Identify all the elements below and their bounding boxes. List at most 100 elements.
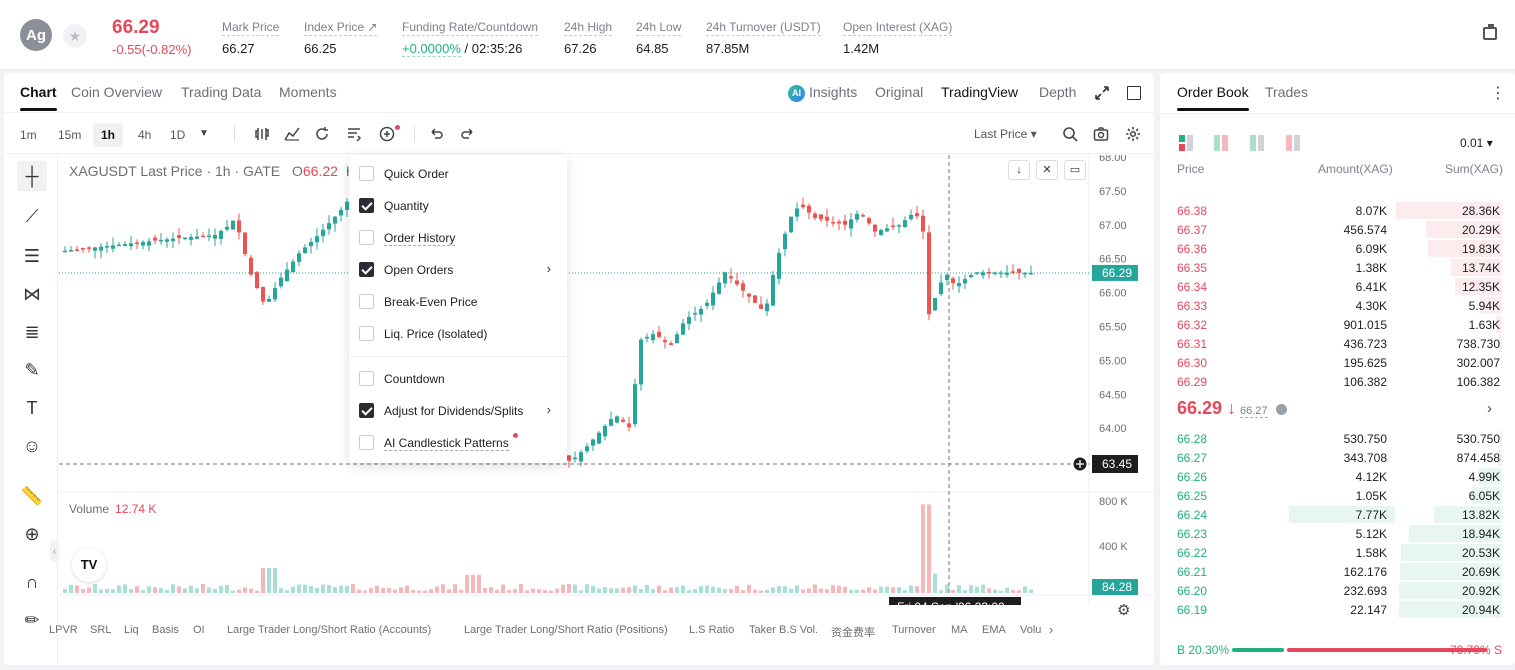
tab-trading-data[interactable]: Trading Data [181,84,262,100]
indicator-4[interactable]: OI [193,624,205,636]
indicator-10[interactable]: Turnover [892,624,936,636]
checkbox-icon[interactable] [359,371,374,386]
indicator-2[interactable]: Liq [124,624,139,636]
funding-rate-value[interactable]: +0.0000% [402,41,461,57]
pencil-lock-icon[interactable]: ✏ [24,610,40,630]
gear-icon[interactable] [1125,126,1141,142]
dropdown-item-1[interactable]: Quantity [359,195,559,217]
dropdown-item-7[interactable]: Adjust for Dividends/Splits › [359,400,559,422]
ask-row[interactable]: 66.37 456.574 20.29K [1160,220,1515,239]
chevron-right-icon[interactable]: › [1487,400,1492,417]
dropdown-item-3[interactable]: Open Orders › [359,259,559,281]
tab-original[interactable]: Original [875,84,924,100]
timeframe-15m[interactable]: 15m [58,128,82,142]
scroll-right-icon[interactable]: › [1049,622,1054,637]
ask-row[interactable]: 66.33 4.30K 5.94K [1160,296,1515,315]
chevron-right-icon[interactable]: › [546,261,551,276]
view-bids-icon[interactable] [1214,135,1230,151]
template-icon[interactable] [346,126,362,142]
notebook-icon[interactable] [1483,24,1497,40]
indicator-8[interactable]: Taker B.S Vol. [749,624,819,636]
timeframe-4h[interactable]: 4h [138,128,152,142]
price-source-select[interactable]: Last Price ▾ [974,127,1037,141]
bid-row[interactable]: 66.21 162.176 20.69K [1160,562,1515,581]
checkbox-icon[interactable] [359,326,374,341]
collapse-icon[interactable]: ✕ [1036,160,1058,180]
magnet-icon[interactable]: ∩ [25,572,39,592]
trend-line-icon[interactable]: ⟋ [25,206,39,226]
tab-trades[interactable]: Trades [1265,84,1309,100]
checkbox-icon[interactable] [359,166,374,181]
price-chart[interactable]: 68.00 67.50 67.00 66.50 66.00 65.50 65.00 64.50… [59,155,1154,605]
timeframe-1m[interactable]: 1m [20,128,37,142]
indicator-3[interactable]: Basis [152,624,179,636]
tab-moments[interactable]: Moments [279,84,337,100]
ask-row[interactable]: 66.32 901.015 1.63K [1160,315,1515,334]
dropdown-item-8[interactable]: AI Candlestick Patterns [359,432,559,454]
view-bids-only-icon[interactable] [1250,135,1266,151]
indicator-13[interactable]: Volu [1020,624,1042,636]
checkbox-checked-icon[interactable] [359,403,374,418]
favorite-star-icon[interactable]: ★ [63,24,87,48]
tab-coin-overview[interactable]: Coin Overview [71,84,163,100]
indicators-icon[interactable] [284,126,300,142]
add-settings-icon[interactable] [379,126,395,142]
window-icon[interactable] [1127,86,1141,100]
dropdown-item-0[interactable]: Quick Order [359,163,559,185]
emoji-icon[interactable]: ☺ [22,436,42,456]
fullscreen-icon[interactable]: ▭ [1064,160,1086,180]
bid-row[interactable]: 66.19 22.147 20.94K [1160,600,1515,619]
bid-row[interactable]: 66.22 1.58K 20.53K [1160,543,1515,562]
time-axis-settings-icon[interactable]: ⚙ [1117,602,1131,619]
indicator-6[interactable]: Large Trader Long/Short Ratio (Positions… [464,624,668,636]
bid-row[interactable]: 66.26 4.12K 4.99K [1160,467,1515,486]
tab-depth[interactable]: Depth [1039,84,1077,100]
fib-icon[interactable]: ≣ [24,322,40,342]
indicator-1[interactable]: SRL [90,624,112,636]
checkbox-checked-icon[interactable] [359,198,374,213]
undo-icon[interactable] [428,126,444,142]
brush-icon[interactable]: ✎ [24,360,40,380]
dropdown-item-4[interactable]: Break-Even Price [359,291,559,313]
pattern-icon[interactable]: ⋈ [23,284,41,304]
crosshair-icon[interactable]: ┼ [17,161,47,191]
checkbox-checked-icon[interactable] [359,262,374,277]
view-asks-only-icon[interactable] [1286,135,1302,151]
scroll-down-icon[interactable]: ↓ [1008,160,1030,180]
search-icon[interactable] [1062,126,1078,142]
indicator-0[interactable]: LPVR [49,624,78,636]
ask-row[interactable]: 66.34 6.41K 12.35K [1160,277,1515,296]
checkbox-icon[interactable] [359,294,374,309]
bid-row[interactable]: 66.25 1.05K 6.05K [1160,486,1515,505]
view-both-icon[interactable] [1179,135,1195,151]
bid-row[interactable]: 66.28 530.750 530.750 [1160,429,1515,448]
candle-type-icon[interactable] [254,126,270,142]
tab-insights[interactable]: AI Insights [788,84,857,102]
chevron-right-icon[interactable]: › [546,402,551,417]
timeframe-dropdown-icon[interactable]: ▼ [199,128,209,139]
indicator-7[interactable]: L.S Ratio [689,624,735,636]
ask-row[interactable]: 66.30 195.625 302.007 [1160,353,1515,372]
timeframe-1d[interactable]: 1D [170,128,186,142]
bid-row[interactable]: 66.23 5.12K 18.94K [1160,524,1515,543]
indicator-12[interactable]: EMA [982,624,1006,636]
more-menu-icon[interactable]: ⋮ [1490,85,1506,102]
collapse-toolbar-handle[interactable]: ‹ [50,540,59,562]
bid-row[interactable]: 66.24 7.77K 13.82K [1160,505,1515,524]
replay-icon[interactable] [314,126,330,142]
tab-order-book[interactable]: Order Book [1177,84,1249,111]
indicator-5[interactable]: Large Trader Long/Short Ratio (Accounts) [227,624,432,636]
ask-row[interactable]: 66.29 106.382 106.382 [1160,372,1515,391]
dropdown-item-2[interactable]: Order History [359,227,559,249]
tab-tradingview[interactable]: TradingView [941,84,1019,100]
indicator-9[interactable]: 资金费率 [831,627,875,639]
horizontal-lines-icon[interactable]: ☰ [23,246,41,266]
mid-mark-price[interactable]: 66.27 [1240,405,1268,418]
checkbox-icon[interactable] [359,435,374,450]
ruler-icon[interactable]: 📏 [20,486,44,506]
text-icon[interactable]: T [26,398,38,418]
redo-icon[interactable] [460,126,476,142]
bid-row[interactable]: 66.27 343.708 874.458 [1160,448,1515,467]
timeframe-1h[interactable]: 1h [93,123,124,147]
precision-select[interactable]: 0.01 ▾ [1460,136,1493,150]
